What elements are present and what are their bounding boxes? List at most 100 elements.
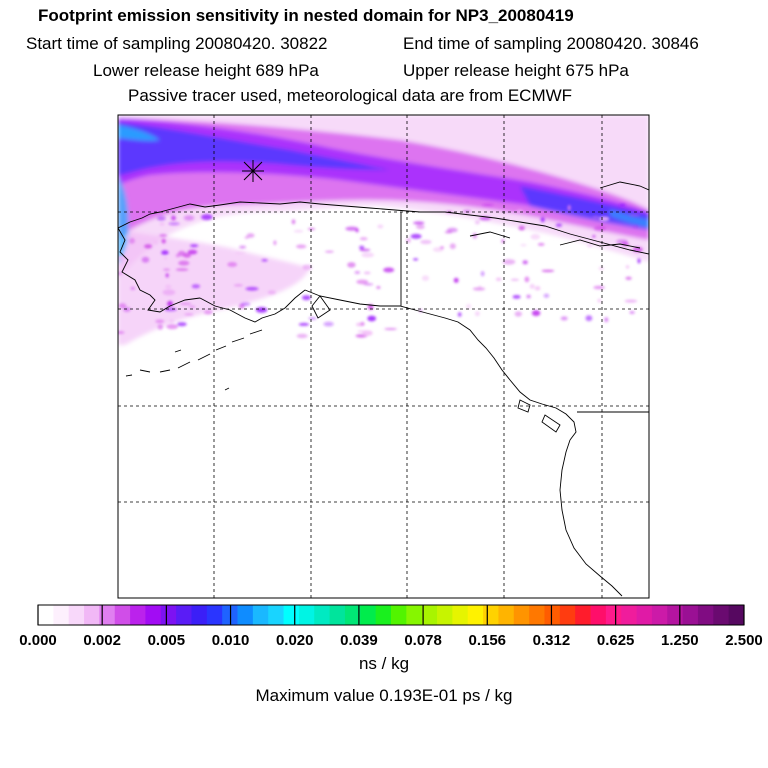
plume-speckle bbox=[466, 303, 472, 310]
plume-speckle bbox=[616, 239, 628, 244]
colorbar-swatch bbox=[176, 605, 192, 625]
colorbar-tick-label: 0.020 bbox=[276, 632, 314, 649]
colorbar-swatch bbox=[130, 605, 146, 625]
plume-speckle bbox=[157, 215, 166, 222]
plume-speckle bbox=[191, 284, 201, 289]
plume-speckle bbox=[169, 319, 175, 323]
chart-title: Footprint emission sensitivity in nested… bbox=[38, 6, 574, 25]
plume-speckle bbox=[359, 237, 368, 241]
plume-speckle bbox=[189, 305, 196, 308]
plume-speckle bbox=[168, 222, 180, 226]
plume-speckle bbox=[555, 223, 563, 227]
plume-speckle bbox=[593, 225, 607, 231]
plume-speckle bbox=[239, 245, 247, 249]
plume-speckle bbox=[261, 259, 268, 262]
plume-speckle bbox=[255, 307, 268, 313]
plume-speckle bbox=[178, 250, 186, 257]
plume-speckle bbox=[153, 240, 159, 245]
colorbar-swatch bbox=[605, 605, 622, 625]
plume-speckle bbox=[529, 283, 535, 289]
plume-speckle bbox=[187, 249, 198, 255]
plume-speckle bbox=[446, 227, 458, 233]
plume-speckle bbox=[384, 328, 397, 330]
plume-speckle bbox=[177, 322, 187, 327]
plume-speckle bbox=[124, 234, 131, 241]
plume-speckle bbox=[141, 256, 150, 263]
colorbar-swatch bbox=[191, 605, 208, 625]
colorbar-swatch bbox=[391, 605, 407, 625]
plume-speckle bbox=[587, 244, 593, 248]
plume-speckle bbox=[183, 215, 195, 221]
colorbar-swatch bbox=[590, 605, 607, 625]
plume-speckle bbox=[514, 311, 522, 317]
plume-blue-east bbox=[520, 186, 649, 230]
plume-speckle bbox=[520, 244, 527, 247]
upper-height-label: Upper release height 675 hPa bbox=[403, 61, 629, 80]
plume-speckle bbox=[367, 315, 377, 322]
plume-speckle bbox=[474, 220, 480, 225]
plume-speckle bbox=[162, 289, 176, 296]
plume-speckle bbox=[531, 310, 541, 317]
plume-speckle bbox=[560, 316, 568, 321]
plume-speckle bbox=[159, 234, 168, 237]
colorbar-tick-label: 0.156 bbox=[468, 632, 506, 649]
colorbar-swatch bbox=[667, 605, 684, 625]
plume-speckle bbox=[526, 294, 531, 299]
plume-speckle bbox=[413, 221, 425, 225]
plume-speckle bbox=[449, 243, 456, 250]
plume-speckle bbox=[633, 225, 638, 228]
plume-speckle bbox=[296, 244, 307, 249]
colorbar-swatch bbox=[252, 605, 269, 625]
plume-speckle bbox=[118, 272, 122, 275]
colorbar-swatch bbox=[283, 605, 300, 625]
plume-speckle bbox=[291, 219, 296, 225]
plume-speckle bbox=[345, 226, 359, 231]
plume-speckle bbox=[567, 204, 571, 211]
colorbar-swatch bbox=[314, 605, 331, 625]
colorbar-swatch bbox=[544, 605, 561, 625]
lower-height-label: Lower release height 689 hPa bbox=[93, 61, 319, 80]
colorbar-swatch bbox=[575, 605, 591, 625]
plume-speckle bbox=[625, 265, 630, 269]
plume-speckle bbox=[543, 293, 550, 298]
plume-speckle bbox=[637, 258, 641, 264]
colorbar-labels: 0.000 0.002 0.005 0.010 0.020 0.039 0.078 0.156… bbox=[19, 632, 763, 649]
plume-speckle bbox=[541, 269, 555, 273]
colorbar-swatch bbox=[697, 605, 714, 625]
plume-speckle bbox=[421, 275, 430, 282]
plume-speckle bbox=[534, 286, 541, 291]
plume-speckle bbox=[472, 232, 478, 239]
plume-speckle bbox=[540, 216, 545, 223]
colorbar-swatch bbox=[651, 605, 668, 625]
colorbar-swatch bbox=[268, 605, 284, 625]
colorbar-swatch bbox=[713, 605, 730, 625]
plume-speckle bbox=[298, 322, 310, 326]
colorbar-swatch bbox=[513, 605, 530, 625]
plume-speckle bbox=[165, 284, 172, 289]
plume-speckle bbox=[118, 256, 127, 261]
plume-speckle bbox=[480, 271, 485, 277]
plume-speckle bbox=[234, 251, 246, 255]
colorbar-swatches bbox=[37, 604, 745, 626]
end-time-label: End time of sampling 20080420. 30846 bbox=[403, 34, 699, 53]
plume-speckle bbox=[457, 312, 462, 317]
plume-speckle bbox=[510, 278, 520, 281]
colorbar-swatch bbox=[99, 605, 116, 625]
plume-cyan-streak bbox=[118, 125, 160, 141]
colorbar-tick-label: 0.002 bbox=[83, 632, 121, 649]
map-frame bbox=[117, 114, 650, 599]
plume-speckle bbox=[157, 324, 163, 330]
colorbar-swatch bbox=[467, 605, 484, 625]
plume-speckle bbox=[347, 262, 356, 268]
plume-speckle bbox=[628, 214, 641, 217]
plume-speckle bbox=[472, 287, 486, 291]
plume-speckle bbox=[410, 233, 422, 239]
plume-speckle bbox=[495, 277, 502, 281]
colorbar-swatch bbox=[452, 605, 469, 625]
plume-speckle bbox=[324, 250, 334, 253]
plume-speckle bbox=[240, 302, 251, 307]
colorbar-swatch bbox=[406, 605, 423, 625]
colorbar-tick-label: 0.000 bbox=[19, 632, 57, 649]
colorbar-swatch bbox=[636, 605, 653, 625]
colorbar-swatch bbox=[375, 605, 392, 625]
